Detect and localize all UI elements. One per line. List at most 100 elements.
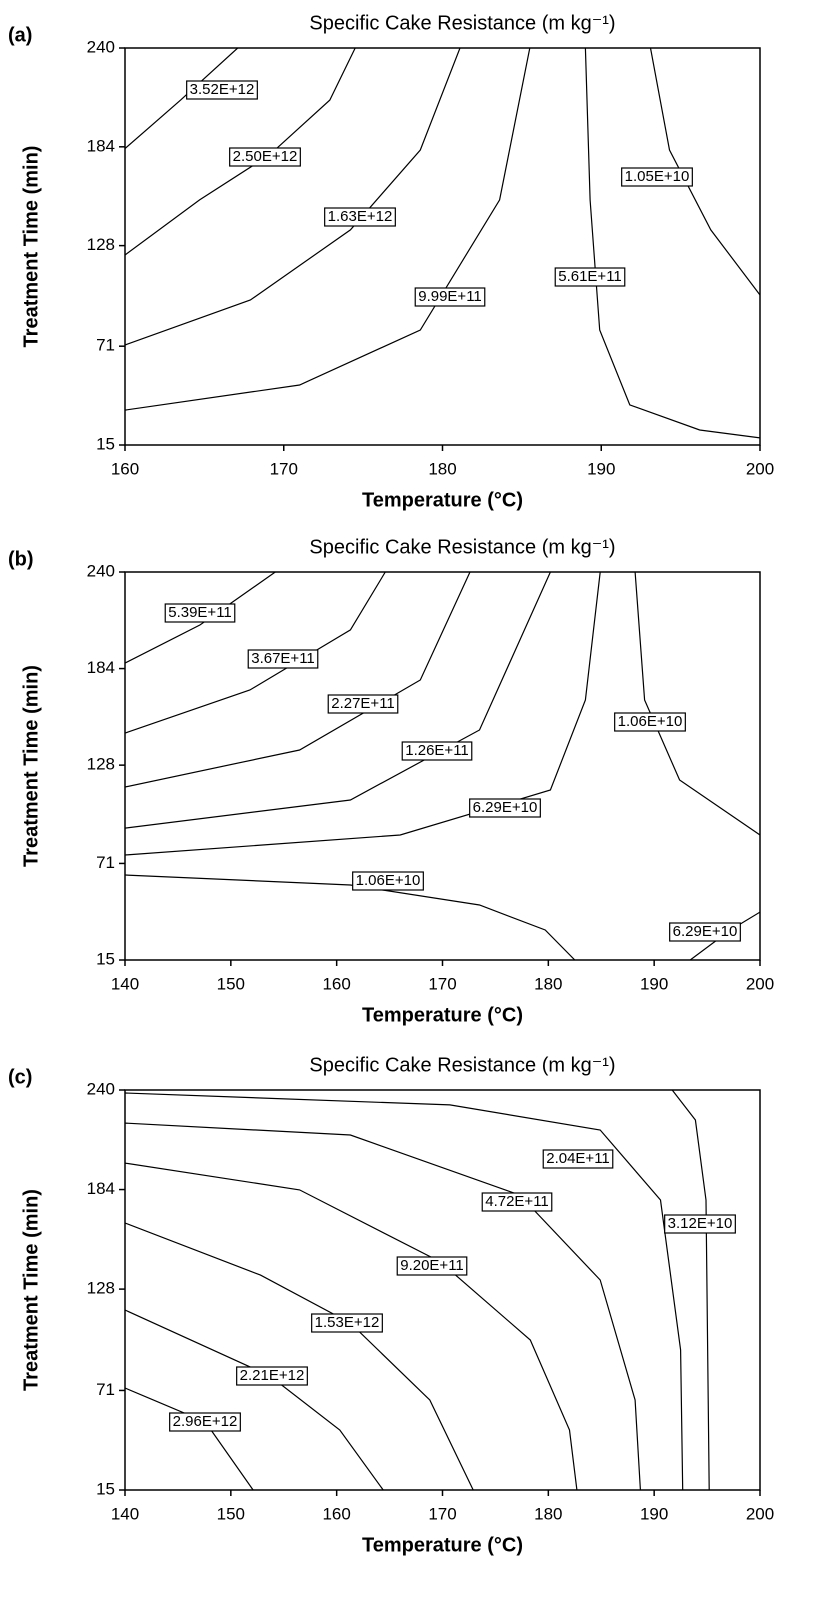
contour-label-group: 2.50E+12 [229,147,301,167]
contour-label: 9.20E+11 [400,1257,464,1274]
y-tick-label: 71 [96,336,115,355]
contour-label-group: 3.12E+10 [664,1214,736,1234]
contour-label: 6.29E+10 [673,923,738,940]
y-tick-label: 128 [87,235,115,254]
contour-label-box [352,871,424,891]
x-tick-label: 150 [217,974,245,993]
x-tick-label: 160 [322,974,350,993]
contour-label-box [396,1256,468,1276]
contour-label-box [229,147,301,167]
contour-label: 2.50E+12 [233,148,298,165]
contour-line [125,572,551,829]
chart-title: Specific Cake Resistance (m kg⁻¹) [309,1054,615,1076]
contour-label-group: 2.04E+11 [542,1149,614,1169]
x-tick-label: 180 [534,1504,562,1523]
contour-label: 3.52E+12 [190,81,255,98]
y-tick-label: 71 [96,1380,115,1399]
contour-label-box [614,712,686,732]
x-tick-label: 140 [111,1504,139,1523]
contour-line [125,874,576,960]
contour-label: 1.06E+10 [356,872,421,889]
contour-label: 1.53E+12 [315,1314,380,1331]
contour-label: 1.63E+12 [328,208,393,225]
contour-label-group: 5.61E+11 [554,267,626,287]
contour-label-box [186,80,258,100]
contour-line [125,1092,684,1490]
x-axis-label: Temperature (°C) [362,489,523,511]
contour-label: 3.12E+10 [668,1215,733,1232]
contour-label-box [469,798,541,818]
contour-line [125,48,239,150]
contour-label: 2.27E+11 [331,695,395,712]
y-axis-label: Treatment Time (min) [20,146,42,348]
contour-label-box [324,207,396,227]
y-tick-label: 128 [87,1279,115,1298]
contour-line [125,572,601,856]
panel-label: (c) [8,1066,32,1088]
contour-label: 2.96E+12 [173,1413,238,1430]
y-tick-label: 128 [87,755,115,774]
contour-label: 6.29E+10 [473,799,538,816]
x-tick-label: 170 [428,1504,456,1523]
contour-line [125,1162,578,1490]
contour-label-box [414,287,486,307]
contour-label-group: 1.06E+10 [614,712,686,732]
contour-line [584,48,760,439]
x-tick-label: 150 [217,1504,245,1523]
contour-label: 1.06E+10 [618,713,683,730]
y-tick-label: 15 [96,434,115,453]
y-axis-label: Treatment Time (min) [20,1189,42,1391]
x-tick-label: 190 [640,1504,668,1523]
contour-label-group: 5.39E+11 [164,603,236,623]
contour-line [125,48,531,411]
contour-label-group: 9.20E+11 [396,1256,468,1276]
chart-title: Specific Cake Resistance (m kg⁻¹) [309,12,615,34]
contour-line [125,1387,254,1490]
contour-label-box [664,1214,736,1234]
x-tick-label: 140 [111,974,139,993]
panel-label: (a) [8,24,32,46]
contour-line [125,1122,641,1490]
contour-line [125,48,461,346]
x-tick-label: 190 [587,459,615,478]
plot-frame [124,47,761,446]
x-tick-label: 160 [111,459,139,478]
contour-label-box [401,741,473,761]
contour-label: 9.99E+11 [418,288,482,305]
contour-label-group: 2.96E+12 [169,1412,241,1432]
x-tick-label: 180 [534,974,562,993]
y-tick-label: 15 [96,949,115,968]
contour-label-box [554,267,626,287]
contour-label-group: 1.05E+10 [621,167,693,187]
x-tick-label: 180 [428,459,456,478]
contour-label-box [247,649,319,669]
contour-label-box [311,1313,383,1333]
x-tick-label: 200 [746,1504,774,1523]
y-tick-label: 240 [87,37,115,56]
contour-label: 5.39E+11 [168,604,232,621]
contour-line [125,572,471,788]
x-tick-label: 200 [746,974,774,993]
plot-frame [124,571,761,961]
chart-title: Specific Cake Resistance (m kg⁻¹) [309,536,615,558]
contour-label-group: 2.27E+11 [327,694,399,714]
panel-label: (b) [8,548,34,570]
contour-label-group: 1.53E+12 [311,1313,383,1333]
contour-label: 5.61E+11 [558,268,622,285]
contour-label-group: 2.21E+12 [236,1366,308,1386]
x-axis-label: Temperature (°C) [362,1004,523,1026]
contour-label-group: 6.29E+10 [469,798,541,818]
contour-label-group: 1.63E+12 [324,207,396,227]
contour-label-box [621,167,693,187]
contour-label-box [669,922,741,942]
contour-label-group: 3.67E+11 [247,649,319,669]
x-axis-label: Temperature (°C) [362,1534,523,1556]
y-tick-label: 184 [87,658,115,677]
y-tick-label: 240 [87,561,115,580]
contour-label: 1.05E+10 [625,168,690,185]
contour-label: 3.67E+11 [251,650,315,667]
contour-label-group: 6.29E+10 [669,922,741,942]
y-tick-label: 15 [96,1479,115,1498]
contour-label-group: 4.72E+11 [481,1192,553,1212]
contour-label-group: 9.99E+11 [414,287,486,307]
